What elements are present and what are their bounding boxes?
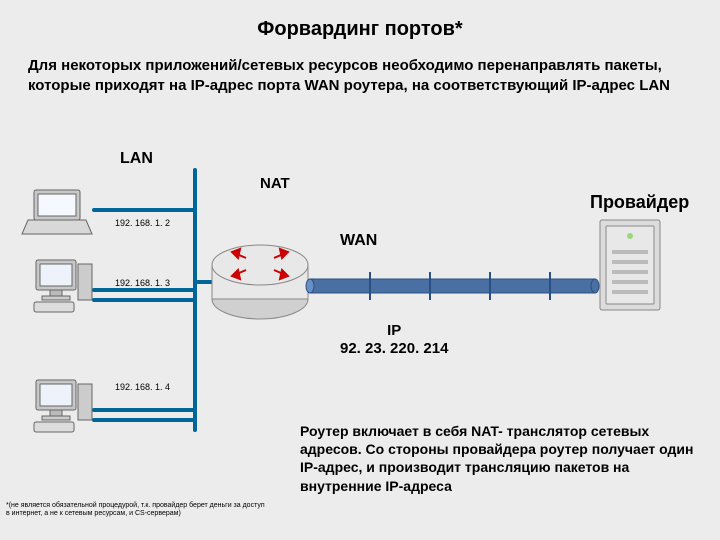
network-diagram (0, 0, 720, 540)
server-icon (600, 220, 660, 310)
router-icon (212, 245, 308, 319)
laptop-icon (22, 190, 92, 234)
wan-pipe-icon (306, 272, 599, 300)
desktop-icon-2 (34, 380, 92, 432)
desktop-icon-1 (34, 260, 92, 312)
